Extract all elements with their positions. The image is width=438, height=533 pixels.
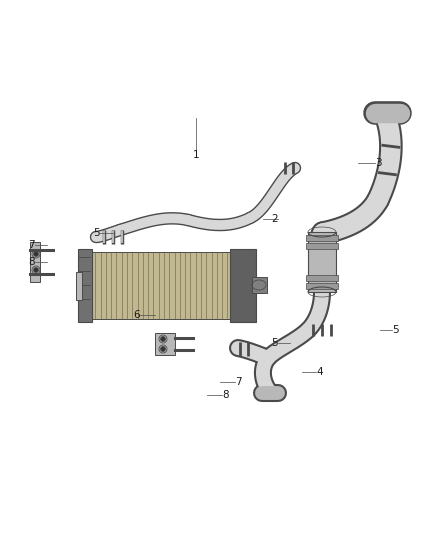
Text: 8: 8 (222, 390, 229, 400)
Bar (78, 249, 92, 322)
Circle shape (33, 268, 39, 272)
Text: 5: 5 (392, 325, 399, 335)
Text: 2: 2 (272, 214, 278, 224)
Bar (30, 242, 40, 282)
Bar (308, 232, 336, 292)
Text: 7: 7 (28, 240, 35, 250)
Text: 6: 6 (134, 310, 140, 320)
Text: 3: 3 (375, 158, 381, 168)
Bar (76, 272, 82, 300)
Circle shape (160, 336, 166, 342)
Circle shape (33, 252, 39, 256)
Text: 5: 5 (272, 338, 278, 348)
Bar (155, 333, 175, 355)
Bar (306, 243, 338, 249)
Text: 5: 5 (93, 228, 100, 238)
Text: 8: 8 (28, 257, 35, 267)
Bar (306, 275, 338, 281)
Text: 4: 4 (316, 367, 323, 377)
Text: 1: 1 (193, 150, 199, 160)
Bar (306, 283, 338, 289)
Circle shape (160, 346, 166, 351)
Bar (252, 277, 267, 293)
Bar (306, 235, 338, 241)
Bar (230, 249, 256, 322)
Text: 7: 7 (235, 377, 242, 387)
Bar (88, 252, 238, 319)
